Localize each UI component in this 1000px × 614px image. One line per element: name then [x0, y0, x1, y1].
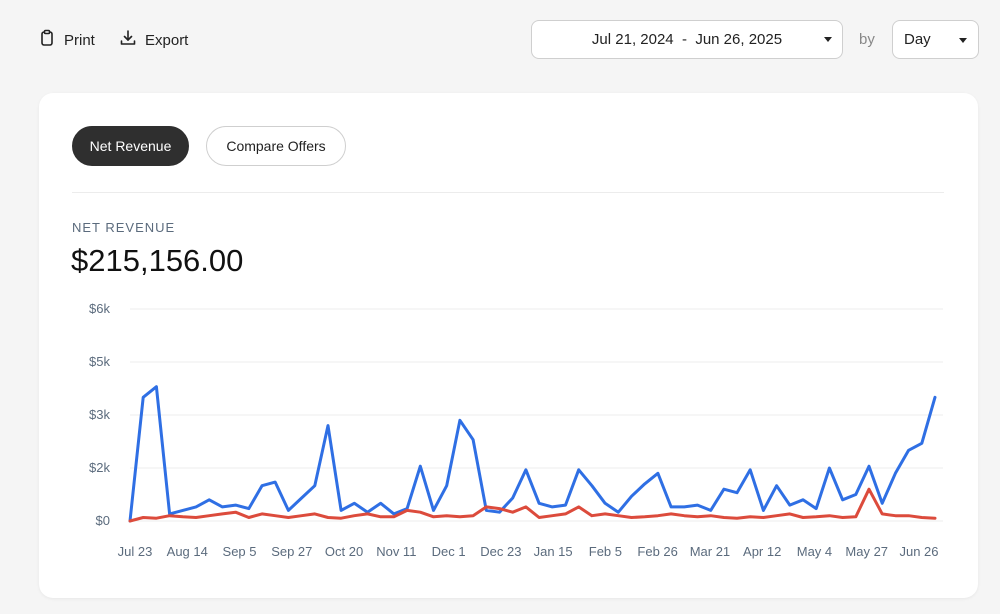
x-tick-label: Nov 11	[376, 544, 416, 559]
print-label: Print	[64, 31, 95, 49]
export-label: Export	[145, 31, 189, 49]
y-tick-label: $2k	[89, 460, 110, 475]
net-revenue-line	[128, 385, 937, 523]
x-tick-label: Sep 27	[271, 544, 312, 559]
chevron-down-icon	[824, 37, 832, 42]
y-tick-label: $5k	[89, 354, 110, 369]
toolbar: Print Export Jul 21, 2024 - Jun 26, 2025…	[0, 0, 1000, 80]
y-tick-label: $6k	[89, 301, 110, 316]
date-range-select[interactable]: Jul 21, 2024 - Jun 26, 2025	[531, 20, 843, 59]
metric-value: $215,156.00	[71, 243, 244, 278]
x-tick-label: Oct 20	[325, 544, 363, 559]
divider	[72, 192, 944, 193]
x-tick-label: May 27	[845, 544, 888, 559]
date-range-value: Jul 21, 2024 - Jun 26, 2025	[591, 31, 783, 48]
x-tick-label: May 4	[797, 544, 832, 559]
export-button[interactable]: Export	[119, 28, 188, 52]
x-tick-label: Jul 23	[118, 544, 153, 559]
x-tick-label: Feb 26	[637, 544, 677, 559]
granularity-select[interactable]: Day	[892, 20, 979, 59]
x-tick-label: Feb 5	[589, 544, 622, 559]
clipboard-icon	[38, 29, 56, 51]
granularity-value: Day	[904, 31, 931, 48]
download-icon	[119, 29, 137, 51]
series-lines	[128, 385, 937, 523]
x-tick-label: Dec 1	[432, 544, 466, 559]
x-tick-label: Sep 5	[223, 544, 257, 559]
metric-label: NET REVENUE	[72, 220, 176, 235]
by-label: by	[859, 31, 875, 48]
x-tick-label: Apr 12	[743, 544, 781, 559]
x-tick-label: Aug 14	[167, 544, 208, 559]
x-tick-label: Jun 26	[899, 544, 938, 559]
chevron-down-icon	[959, 38, 967, 43]
x-tick-label: Mar 21	[690, 544, 730, 559]
secondary-line	[128, 487, 937, 523]
grid-lines	[130, 308, 943, 522]
x-tick-label: Jan 15	[534, 544, 573, 559]
y-axis-ticks: $0 $2k $3k $5k $6k	[89, 301, 110, 528]
tab-net-revenue[interactable]: Net Revenue	[72, 126, 189, 166]
revenue-card: Net Revenue Compare Offers NET REVENUE $…	[39, 93, 978, 598]
x-axis-ticks: Jul 23 Aug 14 Sep 5 Sep 27 Oct 20 Nov 11 Dec 1…	[118, 544, 939, 559]
y-tick-label: $0	[96, 513, 110, 528]
y-tick-label: $3k	[89, 407, 110, 422]
x-tick-label: Dec 23	[480, 544, 521, 559]
print-button[interactable]: Print	[38, 28, 95, 52]
tab-compare-offers[interactable]: Compare Offers	[206, 126, 346, 166]
